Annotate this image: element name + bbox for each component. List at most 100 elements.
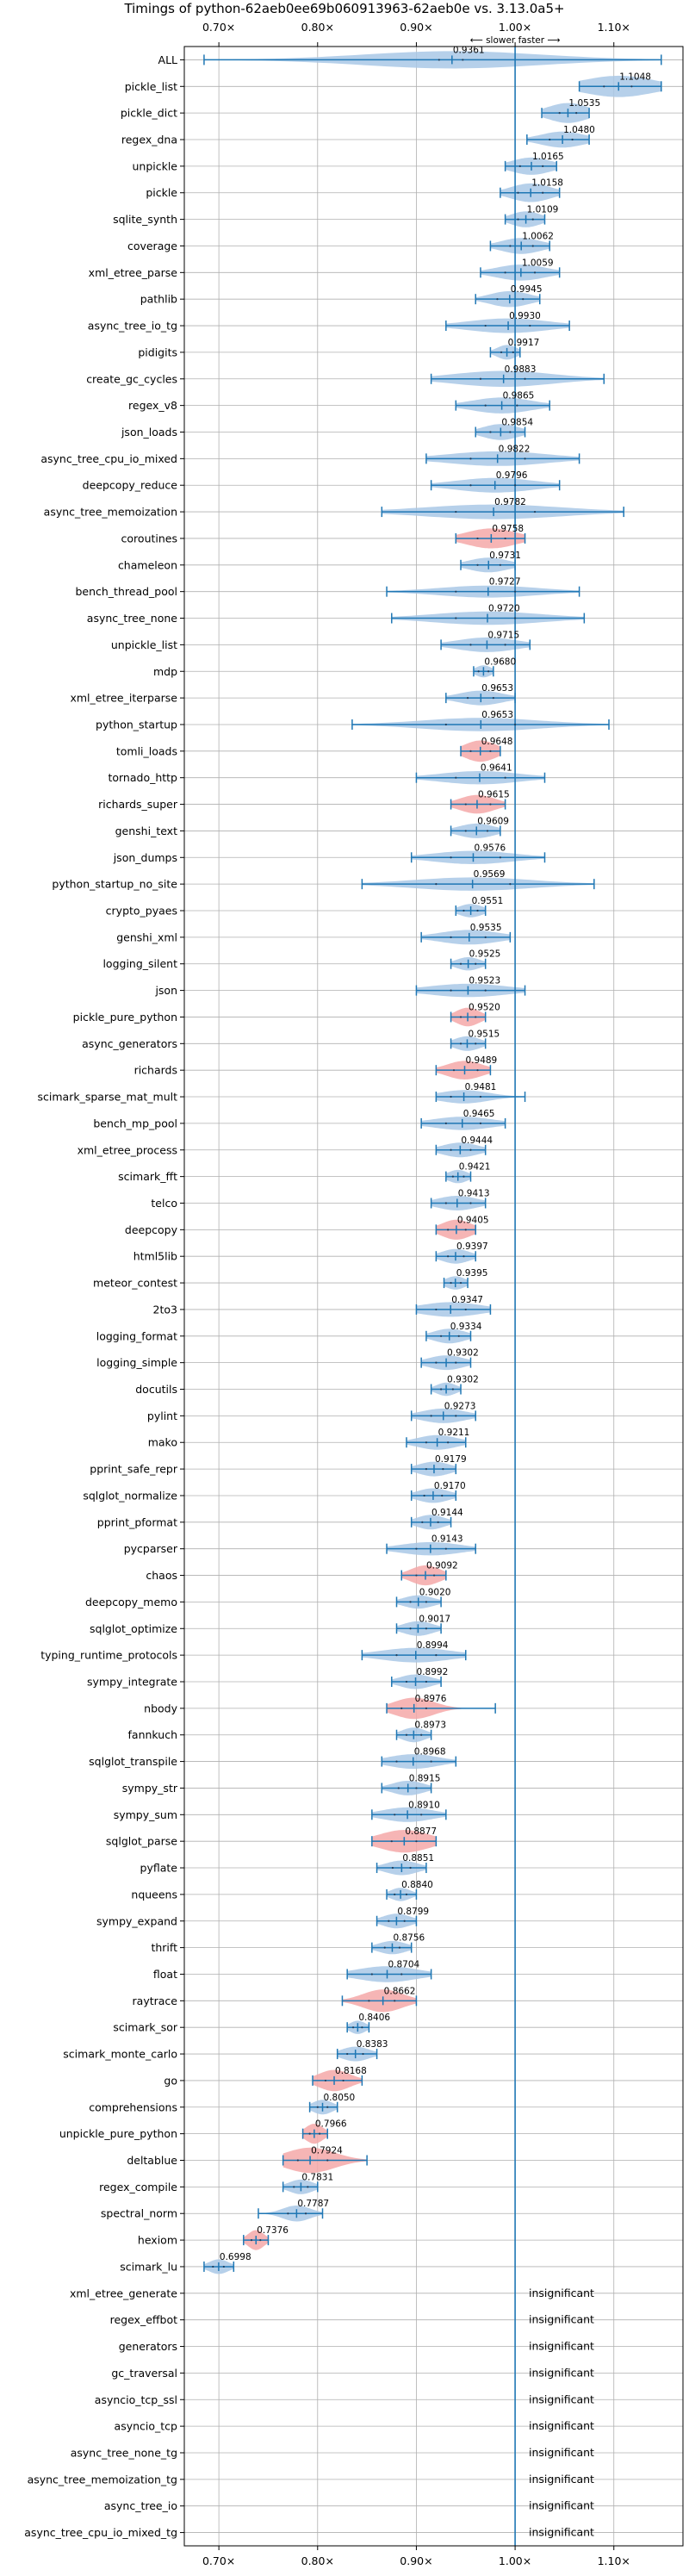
value-label: 0.9680 (484, 656, 516, 667)
quartile-dot (450, 856, 452, 859)
quartile-dot (395, 1654, 398, 1657)
category-label: async_generators (82, 1037, 177, 1050)
category-label: gc_traversal (111, 2367, 177, 2380)
quartile-dot (425, 1468, 428, 1471)
quartile-dot (504, 537, 506, 540)
quartile-dot (499, 563, 501, 566)
category-label: regex_compile (99, 2181, 177, 2193)
value-label: 0.9520 (469, 1002, 500, 1012)
direction-note: ⟵ slower faster ⟶ (470, 35, 561, 46)
value-label: 0.9017 (419, 1614, 450, 1624)
value-label: 0.9854 (501, 417, 533, 427)
quartile-dot (409, 1601, 412, 1603)
quartile-dot (439, 1335, 443, 1337)
value-label: 0.6998 (220, 2252, 251, 2262)
category-label: deltablue (127, 2154, 177, 2167)
quartile-dot (475, 1016, 477, 1018)
quartile-dot (425, 1441, 428, 1444)
insignificant-label: insignificant (529, 2419, 594, 2432)
quartile-dot (452, 1069, 456, 1072)
quartile-dot (409, 1627, 412, 1630)
value-label: 0.9535 (470, 923, 502, 933)
quartile-dot (405, 1893, 408, 1895)
value-label: 0.9397 (456, 1241, 488, 1252)
quartile-dot (464, 1229, 467, 1231)
value-label: 0.9720 (488, 604, 520, 614)
quartile-dot (484, 324, 487, 327)
quartile-dot (342, 2079, 344, 2082)
category-label: fannkuch (128, 1728, 177, 1741)
category-label: chaos (146, 1569, 177, 1582)
quartile-dot (437, 1521, 439, 1523)
quartile-dot (450, 1281, 452, 1285)
value-label: 0.8877 (405, 1826, 437, 1837)
quartile-dot (479, 1095, 482, 1098)
quartile-dot (455, 776, 457, 779)
value-label: 0.9945 (511, 284, 543, 295)
category-label: regex_dna (121, 134, 177, 146)
quartile-dot (391, 1866, 394, 1870)
value-label: 0.9822 (499, 444, 531, 454)
quartile-dot (504, 644, 506, 646)
quartile-dot (390, 1840, 393, 1843)
quartile-dot (469, 1202, 472, 1204)
quartile-dot (451, 1175, 454, 1178)
category-label: generators (119, 2340, 177, 2353)
quartile-dot (464, 1308, 467, 1311)
quartile-dot (455, 590, 457, 593)
quartile-dot (459, 1281, 462, 1285)
category-label: pathlib (140, 293, 177, 306)
category-label: sympy_sum (114, 1808, 177, 1821)
quartile-dot (394, 1814, 396, 1816)
quartile-dot (509, 883, 512, 886)
value-label: 0.8662 (384, 1986, 416, 1996)
category-label: regex_v8 (128, 399, 177, 412)
quartile-dot (425, 1680, 428, 1683)
value-label: 1.0480 (563, 125, 595, 135)
value-label: 0.9525 (469, 949, 501, 960)
quartile-dot (318, 2132, 321, 2135)
quartile-dot (444, 1547, 447, 1550)
category-label: ALL (158, 53, 178, 66)
quartile-dot (444, 1122, 447, 1124)
quartile-dot (415, 1787, 418, 1789)
category-label: async_tree_none_tg (71, 2446, 177, 2459)
quartile-dot (430, 1415, 432, 1417)
quartile-dot (351, 2026, 355, 2029)
category-label: async_tree_cpu_io_mixed (40, 452, 177, 465)
value-label: 1.0158 (531, 178, 563, 189)
value-label: 0.9347 (451, 1295, 483, 1305)
quartile-dot (533, 271, 537, 274)
category-label: pickle_list (125, 80, 177, 93)
quartile-dot (415, 1840, 418, 1843)
value-label: 0.8994 (417, 1640, 449, 1651)
category-label: xml_etree_iterparse (70, 692, 177, 705)
quartile-dot (476, 563, 479, 566)
quartile-dot (405, 1680, 408, 1683)
x-tick-label-bottom: 1.00× (499, 2554, 531, 2567)
quartile-dot (509, 245, 512, 247)
value-label: 1.0535 (568, 98, 600, 109)
value-label: 0.9569 (474, 869, 506, 880)
quartile-dot (469, 457, 472, 460)
category-label: scimark_sparse_mat_mult (38, 1091, 178, 1104)
quartile-dot (397, 1787, 400, 1789)
category-label: sympy_str (122, 1782, 178, 1795)
insignificant-label: insignificant (529, 2340, 594, 2353)
quartile-dot (558, 112, 561, 115)
quartile-dot (464, 830, 467, 832)
category-label: nbody (144, 1702, 177, 1714)
value-label: 0.9653 (481, 683, 513, 694)
value-label: 1.0062 (522, 231, 554, 241)
category-label: thrift (151, 1941, 177, 1954)
quartile-dot (542, 191, 544, 194)
category-label: regex_effbot (110, 2313, 177, 2326)
x-tick-label-bottom: 0.70× (202, 2554, 235, 2567)
category-label: unpickle_pure_python (59, 2127, 177, 2140)
category-label: logging_simple (96, 1356, 177, 1369)
category-label: 2to3 (153, 1303, 177, 1316)
quartile-dot (423, 1494, 425, 1497)
quartile-dot (492, 697, 494, 700)
category-label: scimark_lu (120, 2260, 177, 2273)
insignificant-label: insignificant (529, 2392, 594, 2405)
